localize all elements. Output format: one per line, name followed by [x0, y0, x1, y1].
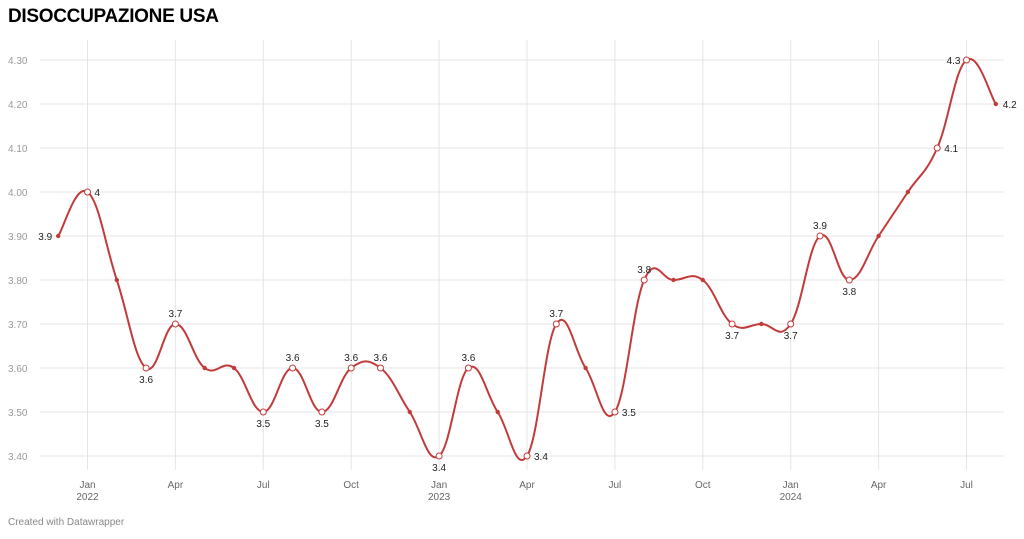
x-tick-label: Oct: [695, 480, 711, 491]
grid-lines: [40, 40, 1004, 470]
data-point: [171, 320, 179, 328]
x-tick-label: Oct: [343, 480, 359, 491]
data-point: [464, 364, 472, 372]
x-tick-label: Apr: [168, 480, 184, 491]
data-point: [728, 320, 736, 328]
data-label: 3.6: [286, 353, 300, 364]
y-axis-ticks: 4.30 4.20 4.10 4.00 3.90 3.80 3.70 3.60 3.50 3.40: [8, 56, 28, 463]
data-point: [259, 408, 267, 416]
data-label: 3.7: [725, 331, 739, 342]
series-line: [57, 57, 997, 461]
data-label: 3.5: [315, 419, 329, 430]
data-points: [56, 56, 998, 460]
chart-title: DISOCCUPAZIONE USA: [8, 6, 219, 27]
series-line-layer: [57, 57, 997, 461]
data-labels: 3.9 4 3.6 3.7 3.5 3.6 3.5 3.6 3.6 3.4 3.6 3.4 3.7 3.5…: [38, 56, 1017, 474]
data-point: [993, 101, 998, 107]
data-label: 3.4: [432, 463, 446, 474]
y-tick-label: 4.20: [8, 100, 28, 111]
data-point: [700, 277, 705, 283]
data-point: [114, 277, 120, 283]
data-label: 3.5: [622, 408, 636, 419]
data-point: [611, 408, 619, 416]
y-tick-label: 4.00: [8, 188, 28, 199]
credit-text: Created with Datawrapper: [8, 517, 125, 528]
data-point: [905, 189, 911, 195]
x-tick-label: Apr: [871, 480, 887, 491]
data-label: 3.7: [549, 309, 563, 320]
data-point: [202, 365, 207, 371]
y-tick-label: 3.70: [8, 320, 28, 331]
data-label: 3.5: [256, 419, 270, 430]
data-label: 3.7: [168, 309, 182, 320]
data-point: [640, 276, 648, 284]
data-point: [759, 321, 764, 327]
data-label: 3.4: [534, 452, 548, 463]
data-point: [876, 233, 881, 239]
data-label: 3.7: [784, 331, 798, 342]
data-label: 3.6: [344, 353, 358, 364]
data-point: [845, 276, 853, 284]
data-point: [523, 452, 531, 460]
x-tick-label: Jul: [257, 480, 270, 491]
x-tick-year-label: 2024: [780, 492, 803, 503]
x-tick-label: Jul: [609, 480, 622, 491]
data-point: [435, 452, 443, 460]
data-point: [377, 364, 384, 372]
y-tick-label: 4.10: [8, 144, 28, 155]
data-label: 3.6: [461, 353, 475, 364]
data-point: [671, 277, 676, 283]
data-point: [347, 364, 355, 372]
data-point: [289, 364, 297, 372]
x-tick-year-label: 2023: [428, 492, 451, 503]
data-point: [495, 409, 500, 415]
data-label: 4.2: [1003, 100, 1017, 111]
x-tick-label: Jan: [431, 480, 447, 491]
data-label: 3.9: [38, 232, 52, 243]
x-tick-label: Apr: [519, 480, 535, 491]
data-point: [84, 188, 91, 196]
y-tick-label: 3.60: [8, 364, 28, 375]
data-point: [231, 365, 237, 371]
y-tick-label: 3.50: [8, 408, 28, 419]
data-point: [56, 233, 61, 239]
data-label: 3.8: [637, 265, 651, 276]
data-point: [407, 409, 412, 415]
data-point: [816, 232, 824, 240]
y-tick-label: 3.80: [8, 276, 28, 287]
data-label: 3.8: [842, 287, 856, 298]
data-point: [963, 56, 970, 64]
data-label: 4: [95, 188, 101, 199]
y-tick-label: 3.40: [8, 452, 28, 463]
y-tick-label: 3.90: [8, 232, 28, 243]
data-label: 3.6: [139, 375, 153, 386]
x-tick-year-label: 2022: [76, 492, 99, 503]
data-label: 3.9: [813, 221, 827, 232]
x-tick-label: Jan: [783, 480, 799, 491]
data-point: [552, 320, 560, 328]
data-label: 3.6: [374, 353, 388, 364]
data-label: 4.3: [947, 56, 961, 67]
data-point: [933, 144, 941, 152]
data-point: [142, 364, 150, 372]
data-label: 4.1: [944, 144, 958, 155]
x-tick-label: Jul: [960, 480, 973, 491]
x-tick-label: Jan: [79, 480, 95, 491]
data-point: [787, 320, 795, 328]
y-tick-label: 4.30: [8, 56, 28, 67]
data-point: [318, 408, 326, 416]
data-point: [583, 365, 588, 371]
